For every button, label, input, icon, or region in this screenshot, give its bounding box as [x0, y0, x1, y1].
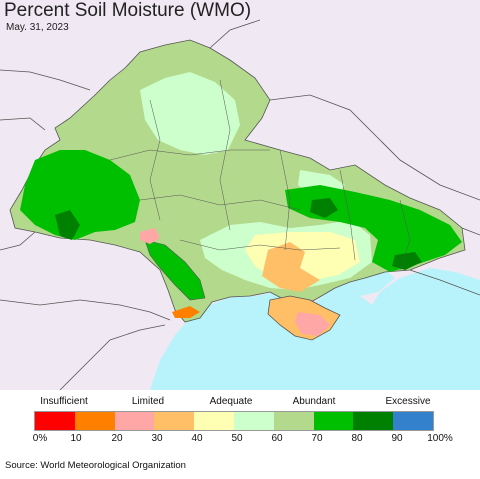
legend-swatch-1 [74, 412, 115, 430]
south-30-40 [262, 242, 320, 292]
legend-tick-20: 20 [111, 433, 123, 444]
legend-tick-80: 80 [351, 433, 363, 444]
map-title: Percent Soil Moisture (WMO) [4, 0, 252, 21]
legend-swatch-7 [313, 412, 354, 430]
legend-swatch-2 [114, 412, 155, 430]
map-date: May. 31, 2023 [6, 22, 69, 33]
west-very-wet-zone [55, 210, 80, 240]
danube-delta-dry [172, 306, 200, 318]
legend-tick-30: 30 [151, 433, 163, 444]
legend-tick-40: 40 [191, 433, 203, 444]
east-very-wet-spot-1 [310, 198, 338, 218]
legend-tick-90: 90 [391, 433, 403, 444]
east-very-wet-spot-2 [392, 252, 422, 270]
legend-swatch-4 [194, 412, 234, 430]
legend-tick-0: 0% [32, 433, 48, 444]
legend-color-bar [34, 411, 434, 431]
country-borders [0, 19, 480, 391]
legend-tick-60: 60 [271, 433, 283, 444]
oblast-borders [109, 79, 411, 271]
legend-swatch-5 [233, 412, 274, 430]
adequate-zone-north [140, 72, 240, 155]
sw-limited-spot [140, 228, 160, 244]
legend-tick-70: 70 [311, 433, 323, 444]
legend-swatch-6 [273, 412, 314, 430]
moldova-area [144, 239, 206, 301]
legend-tick-100: 100% [427, 433, 453, 444]
legend-swatch-0 [35, 412, 75, 430]
legend-category-excessive: Excessive [385, 396, 431, 407]
sea-of-azov [318, 270, 395, 300]
legend-category-insufficient: Insufficient [40, 396, 88, 407]
legend-category-adequate: Adequate [209, 396, 253, 407]
west-wet-zone [20, 150, 140, 240]
legend-swatch-8 [353, 412, 394, 430]
legend-category-limited: Limited [131, 396, 165, 407]
legend-tick-10: 10 [70, 433, 82, 444]
legend-tick-50: 50 [231, 433, 243, 444]
crimea-limited-20-30 [295, 312, 330, 336]
legend-category-abundant: Abundant [292, 396, 336, 407]
legend-swatch-9 [393, 412, 433, 430]
source-credit: Source: World Meteorological Organizatio… [5, 460, 186, 471]
legend-swatch-3 [154, 412, 195, 430]
legend-panel [0, 390, 480, 474]
